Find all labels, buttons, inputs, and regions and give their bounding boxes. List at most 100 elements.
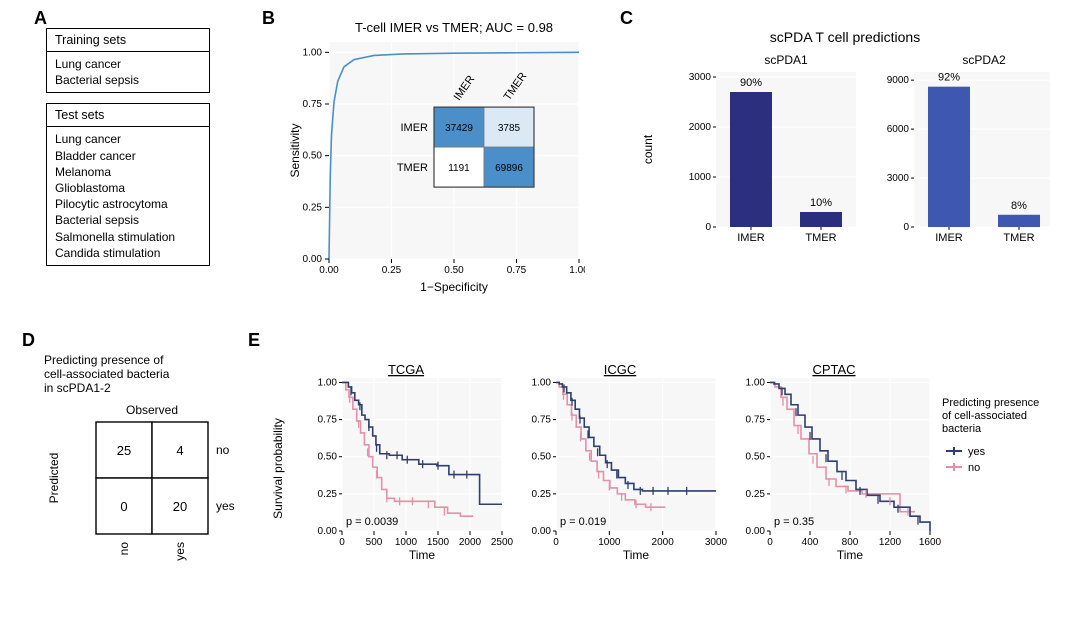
svg-text:scPDA1: scPDA1 — [764, 53, 808, 67]
svg-text:20: 20 — [173, 499, 187, 514]
test-body: Lung cancerBladder cancerMelanomaGliobla… — [47, 127, 209, 265]
test-item: Lung cancer — [55, 131, 201, 147]
svg-text:0.75: 0.75 — [318, 415, 338, 426]
svg-text:1000: 1000 — [598, 537, 621, 548]
svg-text:0.00: 0.00 — [318, 526, 338, 537]
svg-text:1.00: 1.00 — [318, 377, 338, 388]
svg-text:500: 500 — [366, 537, 383, 548]
svg-text:TMER: TMER — [397, 162, 428, 174]
panel-a-label: A — [34, 8, 47, 29]
svg-text:37429: 37429 — [445, 123, 473, 134]
svg-text:0.25: 0.25 — [532, 489, 552, 500]
panel-d: Predicting presence ofcell-associated ba… — [40, 350, 235, 610]
svg-text:0.75: 0.75 — [507, 265, 527, 276]
svg-text:no: no — [117, 542, 131, 556]
svg-text:IMER: IMER — [737, 232, 765, 244]
svg-text:0.75: 0.75 — [532, 415, 552, 426]
panel-b-label: B — [262, 8, 275, 29]
svg-text:0.50: 0.50 — [318, 452, 338, 463]
svg-text:0.50: 0.50 — [532, 452, 552, 463]
svg-text:10%: 10% — [810, 197, 832, 209]
svg-text:0.50: 0.50 — [746, 452, 766, 463]
svg-text:90%: 90% — [740, 77, 762, 89]
svg-text:cell-associated bacteria: cell-associated bacteria — [44, 367, 170, 381]
svg-text:4: 4 — [176, 443, 183, 458]
panel-b: T-cell IMER vs TMER; AUC = 0.98 0.00 0.25 0… — [285, 20, 585, 295]
svg-text:8%: 8% — [1011, 200, 1027, 212]
svg-text:Predicting presence: Predicting presence — [942, 397, 1039, 409]
svg-text:3000: 3000 — [887, 173, 910, 184]
svg-text:0.25: 0.25 — [318, 489, 338, 500]
svg-text:1000: 1000 — [689, 172, 712, 183]
svg-text:0.50: 0.50 — [303, 151, 323, 162]
test-item: Pilocytic astrocytoma — [55, 196, 201, 212]
svg-text:0.75: 0.75 — [303, 99, 323, 110]
svg-text:9000: 9000 — [887, 75, 910, 86]
test-item: Bladder cancer — [55, 148, 201, 164]
svg-text:0.00: 0.00 — [746, 526, 766, 537]
panel-d-label: D — [22, 330, 35, 351]
test-sets-table: Test sets Lung cancerBladder cancerMelan… — [46, 103, 210, 266]
test-header: Test sets — [47, 104, 209, 127]
test-item: Bacterial sepsis — [55, 212, 201, 228]
svg-text:0.00: 0.00 — [319, 265, 339, 276]
test-item: Melanoma — [55, 164, 201, 180]
svg-text:2000: 2000 — [652, 537, 675, 548]
training-item: Lung cancer — [55, 56, 201, 72]
svg-text:0: 0 — [120, 499, 127, 514]
svg-text:yes: yes — [968, 446, 986, 458]
svg-text:T-cell IMER vs TMER; AUC = 0.9: T-cell IMER vs TMER; AUC = 0.98 — [355, 20, 553, 35]
svg-text:yes: yes — [216, 499, 235, 513]
svg-text:400: 400 — [802, 537, 819, 548]
svg-text:Time: Time — [409, 548, 436, 562]
training-sets-table: Training sets Lung cancerBacterial sepsi… — [46, 28, 210, 93]
svg-text:count: count — [641, 134, 655, 164]
svg-text:bacteria: bacteria — [942, 423, 982, 435]
svg-text:Predicted: Predicted — [47, 453, 61, 504]
svg-text:Survival probability: Survival probability — [272, 418, 285, 519]
svg-text:92%: 92% — [938, 72, 960, 84]
svg-text:6000: 6000 — [887, 124, 910, 135]
panel-e: Survival probabilityTCGAp = 0.0039050010… — [272, 356, 1072, 616]
svg-text:TMER: TMER — [805, 232, 836, 244]
test-item: Glioblastoma — [55, 180, 201, 196]
svg-text:p = 0.019: p = 0.019 — [560, 516, 606, 528]
test-item: Salmonella stimulation — [55, 229, 201, 245]
svg-text:Predicting presence of: Predicting presence of — [44, 353, 164, 367]
svg-text:TMER: TMER — [1003, 232, 1034, 244]
svg-text:0.00: 0.00 — [303, 254, 323, 265]
bar-charts: scPDA T cell predictions count scPDA1 0 1000… — [640, 28, 1050, 253]
km-charts: Survival probabilityTCGAp = 0.0039050010… — [272, 356, 1072, 616]
svg-text:3000: 3000 — [689, 72, 712, 83]
svg-text:1−Specificity: 1−Specificity — [420, 280, 488, 294]
svg-text:scPDA T cell predictions: scPDA T cell predictions — [770, 29, 920, 45]
svg-text:1200: 1200 — [879, 537, 902, 548]
svg-text:0: 0 — [339, 537, 345, 548]
svg-text:0: 0 — [903, 222, 909, 233]
svg-text:of cell-associated: of cell-associated — [942, 410, 1027, 422]
confusion-matrix: Predicting presence ofcell-associated ba… — [40, 350, 235, 610]
svg-text:25: 25 — [117, 443, 131, 458]
training-header: Training sets — [47, 29, 209, 52]
svg-text:Time: Time — [837, 548, 864, 562]
svg-text:in scPDA1-2: in scPDA1-2 — [44, 381, 111, 395]
svg-text:0.25: 0.25 — [303, 202, 323, 213]
svg-text:no: no — [968, 462, 980, 474]
svg-text:p = 0.0039: p = 0.0039 — [346, 516, 398, 528]
svg-text:1191: 1191 — [448, 163, 470, 174]
svg-text:0.50: 0.50 — [444, 265, 464, 276]
svg-text:1.00: 1.00 — [532, 377, 552, 388]
svg-text:scPDA2: scPDA2 — [962, 53, 1006, 67]
svg-text:0.25: 0.25 — [746, 489, 766, 500]
panel-c-label: C — [620, 8, 633, 29]
svg-text:1.00: 1.00 — [303, 47, 323, 58]
svg-text:2500: 2500 — [491, 537, 514, 548]
panel-a: Training sets Lung cancer Bacterial sepsi… — [46, 28, 210, 276]
test-item: Candida stimulation — [55, 245, 201, 261]
svg-text:IMER: IMER — [401, 122, 429, 134]
svg-text:2000: 2000 — [689, 122, 712, 133]
svg-text:0: 0 — [767, 537, 773, 548]
svg-text:0.00: 0.00 — [532, 526, 552, 537]
svg-text:1000: 1000 — [395, 537, 418, 548]
svg-text:IMER: IMER — [935, 232, 963, 244]
